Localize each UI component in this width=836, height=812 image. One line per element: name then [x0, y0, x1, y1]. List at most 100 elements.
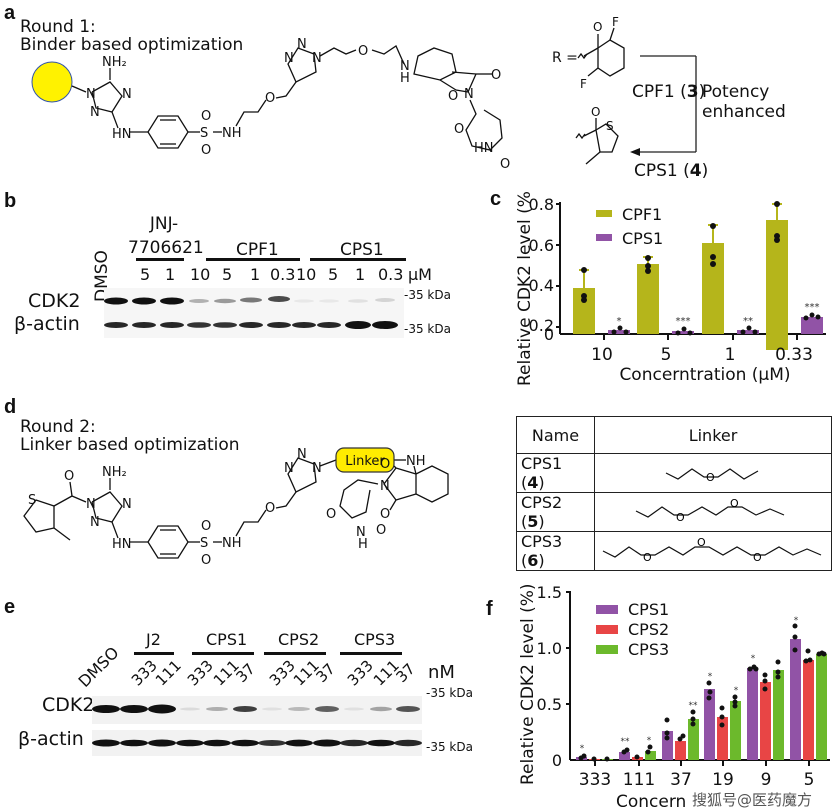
- peg1-structure: O: [665, 468, 759, 484]
- svg-text:O: O: [201, 143, 211, 158]
- legend-swatch-cps3-f: [596, 645, 618, 654]
- legend-swatch-cpf1: [596, 210, 612, 217]
- svg-text:N: N: [284, 51, 294, 66]
- svg-text:N: N: [312, 51, 322, 66]
- group-label-cps3-e: CPS3: [354, 630, 396, 649]
- linker-table-header: Name Linker: [516, 416, 832, 454]
- svg-text:37: 37: [670, 770, 692, 790]
- row-label-cdk2-e: CDK2: [42, 694, 95, 716]
- potency-line1: Potency: [702, 82, 769, 102]
- cps1-label: CPS1 (4): [634, 161, 708, 181]
- svg-text:N: N: [464, 87, 474, 102]
- svg-text:NH: NH: [406, 454, 426, 469]
- svg-text:0.2: 0.2: [529, 316, 554, 335]
- marker-cdk2-e: -35 kDa: [426, 686, 473, 700]
- svg-text:***: ***: [676, 316, 691, 327]
- svg-text:NH: NH: [222, 536, 242, 551]
- marker-actin-b: -35 kDa: [404, 322, 451, 336]
- legend-cps2-f: CPS2: [628, 620, 669, 639]
- svg-text:O: O: [448, 89, 458, 104]
- legend-swatch-cps1-f: [596, 605, 618, 614]
- group-bar-j2: [134, 652, 174, 655]
- table-row: CPS3 (6) O O O: [516, 531, 832, 571]
- svg-text:F: F: [580, 77, 587, 91]
- round2-title-line1: Round 2:: [20, 417, 96, 437]
- lane-concentrations-e: 333 111 333 111 37 333 111 37 333 111 37…: [127, 656, 455, 690]
- svg-text:N: N: [312, 461, 322, 476]
- group-label-cpf1: CPF1: [236, 240, 279, 260]
- svg-text:N: N: [86, 87, 96, 102]
- svg-text:0.8: 0.8: [529, 195, 554, 214]
- chart-c-xticks: 10 5 1 0.33: [591, 345, 813, 365]
- potency-line2: enhanced: [702, 102, 786, 122]
- svg-text:S: S: [28, 493, 36, 508]
- header-name: Name: [516, 416, 595, 454]
- group-label-jnj: JNJ-: [149, 214, 179, 234]
- svg-text:N: N: [284, 461, 294, 476]
- svg-text:19: 19: [712, 770, 734, 790]
- chart-c-yticks: 0.8 0.6 0.4 0.2 0: [529, 195, 554, 344]
- svg-text:*: *: [617, 316, 622, 327]
- svg-text:O: O: [593, 20, 602, 34]
- svg-text:***: ***: [805, 302, 820, 313]
- svg-text:9: 9: [761, 770, 772, 790]
- svg-text:0.5: 0.5: [537, 695, 562, 714]
- linker-badge: [335, 447, 395, 473]
- svg-text:S: S: [200, 126, 208, 141]
- svg-text:O: O: [265, 501, 275, 516]
- row-label-actin-e: β-actin: [18, 728, 84, 750]
- svg-text:NH: NH: [222, 126, 242, 141]
- svg-text:0.33: 0.33: [775, 345, 813, 365]
- chart-c-ylabel: Relative CDK2 level (%): [515, 190, 535, 386]
- group-bar-jnj: [136, 258, 184, 261]
- svg-text:1: 1: [725, 345, 736, 365]
- round1-structure: NH₂ N NN HN S OO NH O NNN O NH O O N O HN…: [31, 37, 510, 172]
- svg-text:N: N: [122, 87, 132, 102]
- svg-text:5: 5: [804, 770, 815, 790]
- chart-f-xticks: 333 111 37 19 9 5: [579, 770, 815, 790]
- chart-f-yticks: 1.5 1.0 0.5 0: [537, 583, 562, 770]
- svg-text:N: N: [356, 525, 366, 540]
- svg-text:O: O: [64, 469, 74, 484]
- svg-text:O: O: [380, 457, 390, 472]
- chart-c: Relative CDK2 level (%) 0.8 0.6 0.4 0.2 …: [515, 190, 826, 386]
- linker-badge-label: Linker: [345, 454, 385, 469]
- svg-text:O: O: [201, 109, 211, 124]
- svg-text:1.0: 1.0: [537, 639, 562, 658]
- svg-text:HN: HN: [112, 537, 132, 552]
- svg-text:0: 0: [544, 325, 554, 344]
- svg-text:O: O: [706, 471, 715, 483]
- svg-text:H: H: [358, 537, 368, 552]
- legend-cpf1: CPF1: [622, 205, 662, 224]
- svg-text:0: 0: [552, 751, 562, 770]
- group-label-jnj-2: 7706621: [128, 238, 204, 258]
- svg-text:**: **: [689, 701, 699, 711]
- row-name-cps2: CPS2 (5): [516, 492, 595, 532]
- watermark: 搜狐号@医药魔方: [692, 791, 812, 809]
- svg-text:5: 5: [661, 345, 672, 365]
- svg-text:N: N: [380, 479, 390, 494]
- chart-c-series-cpf1: [573, 220, 788, 350]
- chart-f-significance: * ** * * * * ** *: [580, 616, 799, 754]
- chart-f: Relative CDK2 level (%) 1.5 1.0 0.5 0: [518, 583, 830, 812]
- chart-c-series-cps1: [608, 317, 823, 334]
- svg-text:N: N: [86, 497, 96, 512]
- svg-text:O: O: [326, 507, 336, 522]
- svg-text:O: O: [491, 68, 501, 83]
- svg-text:10: 10: [591, 345, 613, 365]
- svg-text:O: O: [201, 519, 211, 534]
- svg-text:333: 333: [579, 770, 611, 790]
- legend-swatch-cps1: [596, 234, 612, 241]
- svg-text:**: **: [621, 737, 631, 747]
- group-bar-cps2-e: [264, 652, 326, 655]
- round2-title-line2: Linker based optimization: [20, 435, 240, 455]
- svg-text:HN: HN: [112, 127, 132, 142]
- svg-text:O: O: [591, 105, 600, 119]
- round2-structure: Linker SO NH₂ N NN HN S OO NHO NNN NH NOO …: [23, 447, 449, 568]
- svg-text:O: O: [454, 122, 464, 137]
- svg-text:F: F: [612, 15, 619, 29]
- legend-swatch-cps2-f: [596, 625, 618, 634]
- svg-text:N: N: [400, 59, 410, 74]
- blot-e-cdk2: [92, 696, 422, 724]
